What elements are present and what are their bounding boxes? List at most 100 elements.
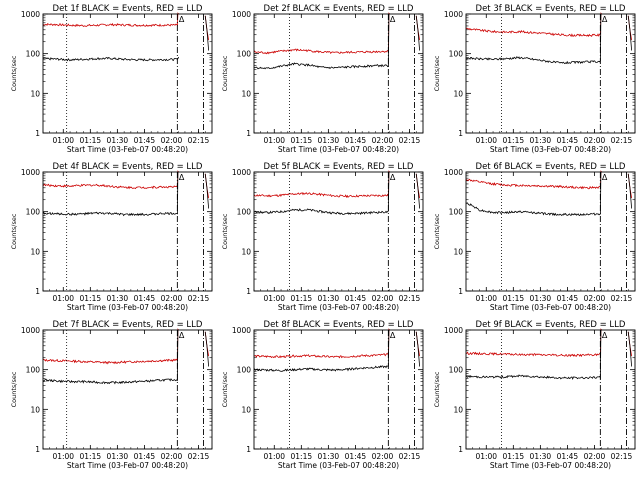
y-tick-label: 1000 <box>232 10 251 19</box>
y-tick-label: 100 <box>26 208 41 217</box>
y-axis-label: Counts/sec <box>433 371 441 407</box>
x-axis-label: Start Time (03-Feb-07 00:48:20) <box>67 461 188 470</box>
panel-title: Det 5f BLACK = Events, RED = LLD <box>264 162 414 172</box>
x-tick-label: 02:00 <box>372 136 394 145</box>
x-tick-label: 02:15 <box>611 294 633 303</box>
x-tick-label: 02:00 <box>372 452 394 461</box>
series-tail <box>627 331 633 367</box>
x-tick-label: 01:00 <box>475 452 497 461</box>
x-tick-label: 01:15 <box>80 294 102 303</box>
y-tick-label: 1 <box>35 445 40 454</box>
series-events-black <box>465 171 602 217</box>
delta-marker: Δ <box>602 173 608 182</box>
series-lld-red <box>42 170 179 190</box>
plot-frame <box>253 329 424 450</box>
y-tick-label: 1000 <box>444 10 463 19</box>
series-lld-red <box>253 12 390 55</box>
y-tick-label: 100 <box>449 366 464 375</box>
plot-frame <box>42 13 213 134</box>
x-axis-label: Start Time (03-Feb-07 00:48:20) <box>278 145 399 154</box>
series-tail <box>627 15 633 51</box>
x-tick-label: 01:00 <box>52 294 74 303</box>
plot-frame <box>42 329 213 450</box>
x-tick-label: 02:15 <box>399 294 421 303</box>
plot-frame <box>253 171 424 292</box>
series-events-black <box>253 329 390 372</box>
y-tick-label: 10 <box>453 405 463 414</box>
x-tick-label: 01:15 <box>503 136 525 145</box>
x-tick-label: 01:45 <box>134 452 156 461</box>
series-lld-red <box>253 170 390 199</box>
x-tick-label: 01:30 <box>530 294 552 303</box>
x-axis-label: Start Time (03-Feb-07 00:48:20) <box>67 145 188 154</box>
delta-marker: Δ <box>390 15 396 24</box>
y-tick-label: 1000 <box>444 326 463 335</box>
panel-title: Det 7f BLACK = Events, RED = LLD <box>53 320 203 330</box>
y-tick-label: 100 <box>26 50 41 59</box>
x-tick-label: 02:15 <box>399 136 421 145</box>
x-tick-label: 01:45 <box>345 452 367 461</box>
y-axis-label: Counts/sec <box>221 371 229 407</box>
y-tick-label: 1 <box>246 287 251 296</box>
detector-panel-8: Det 8f BLACK = Events, RED = LLD Counts/s… <box>221 320 424 470</box>
y-axis-label: Counts/sec <box>221 213 229 249</box>
series-tail <box>204 173 210 209</box>
x-tick-label: 02:00 <box>372 294 394 303</box>
y-tick-label: 100 <box>237 366 252 375</box>
x-tick-label: 01:15 <box>80 136 102 145</box>
y-axis-label: Counts/sec <box>221 55 229 91</box>
series-lld-red <box>42 328 179 365</box>
series-tail <box>204 331 210 367</box>
detector-panel-5: Det 5f BLACK = Events, RED = LLD Counts/s… <box>221 162 424 312</box>
series-lld-red <box>42 12 179 28</box>
x-tick-label: 01:30 <box>318 452 340 461</box>
series-events-black <box>42 56 180 62</box>
y-tick-label: 1000 <box>21 168 40 177</box>
x-tick-label: 01:30 <box>318 294 340 303</box>
x-tick-label: 01:00 <box>263 136 285 145</box>
panel-title: Det 2f BLACK = Events, RED = LLD <box>264 4 414 14</box>
detector-panel-3: Det 3f BLACK = Events, RED = LLD Counts/s… <box>433 4 636 154</box>
panel-title: Det 3f BLACK = Events, RED = LLD <box>476 4 626 14</box>
y-tick-label: 10 <box>453 89 463 98</box>
delta-marker: Δ <box>390 331 396 340</box>
x-tick-label: 01:45 <box>557 452 579 461</box>
plot-frame <box>42 171 213 292</box>
x-tick-label: 01:00 <box>263 294 285 303</box>
x-axis-label: Start Time (03-Feb-07 00:48:20) <box>67 303 188 312</box>
x-tick-label: 01:00 <box>263 452 285 461</box>
panel-title: Det 6f BLACK = Events, RED = LLD <box>476 162 626 172</box>
x-tick-label: 01:30 <box>107 452 129 461</box>
series-events-black <box>253 171 390 216</box>
x-tick-label: 02:00 <box>584 294 606 303</box>
series-events-black <box>42 329 179 385</box>
panel-title: Det 1f BLACK = Events, RED = LLD <box>53 4 203 14</box>
y-tick-label: 100 <box>449 50 464 59</box>
x-tick-label: 01:30 <box>530 136 552 145</box>
y-tick-label: 100 <box>237 50 252 59</box>
detector-panel-4: Det 4f BLACK = Events, RED = LLD Counts/s… <box>10 162 213 312</box>
x-tick-label: 01:30 <box>107 136 129 145</box>
series-events-black <box>253 13 390 70</box>
y-tick-label: 1 <box>458 287 463 296</box>
y-tick-label: 1000 <box>444 168 463 177</box>
x-tick-label: 02:15 <box>399 452 421 461</box>
y-tick-label: 1 <box>35 129 40 138</box>
x-tick-label: 01:00 <box>475 136 497 145</box>
delta-marker: Δ <box>179 173 185 182</box>
x-tick-label: 01:45 <box>134 136 156 145</box>
y-tick-label: 10 <box>241 89 251 98</box>
y-tick-label: 10 <box>241 405 251 414</box>
x-tick-label: 01:15 <box>291 294 313 303</box>
x-tick-label: 02:00 <box>161 294 183 303</box>
x-tick-label: 01:15 <box>291 136 313 145</box>
y-tick-label: 1 <box>35 287 40 296</box>
y-axis-label: Counts/sec <box>433 213 441 249</box>
x-tick-label: 02:00 <box>161 452 183 461</box>
y-tick-label: 10 <box>241 247 251 256</box>
panel-title: Det 9f BLACK = Events, RED = LLD <box>476 320 626 330</box>
x-tick-label: 01:15 <box>503 294 525 303</box>
y-tick-label: 1000 <box>232 168 251 177</box>
x-tick-label: 01:15 <box>291 452 313 461</box>
x-tick-label: 01:30 <box>107 294 129 303</box>
